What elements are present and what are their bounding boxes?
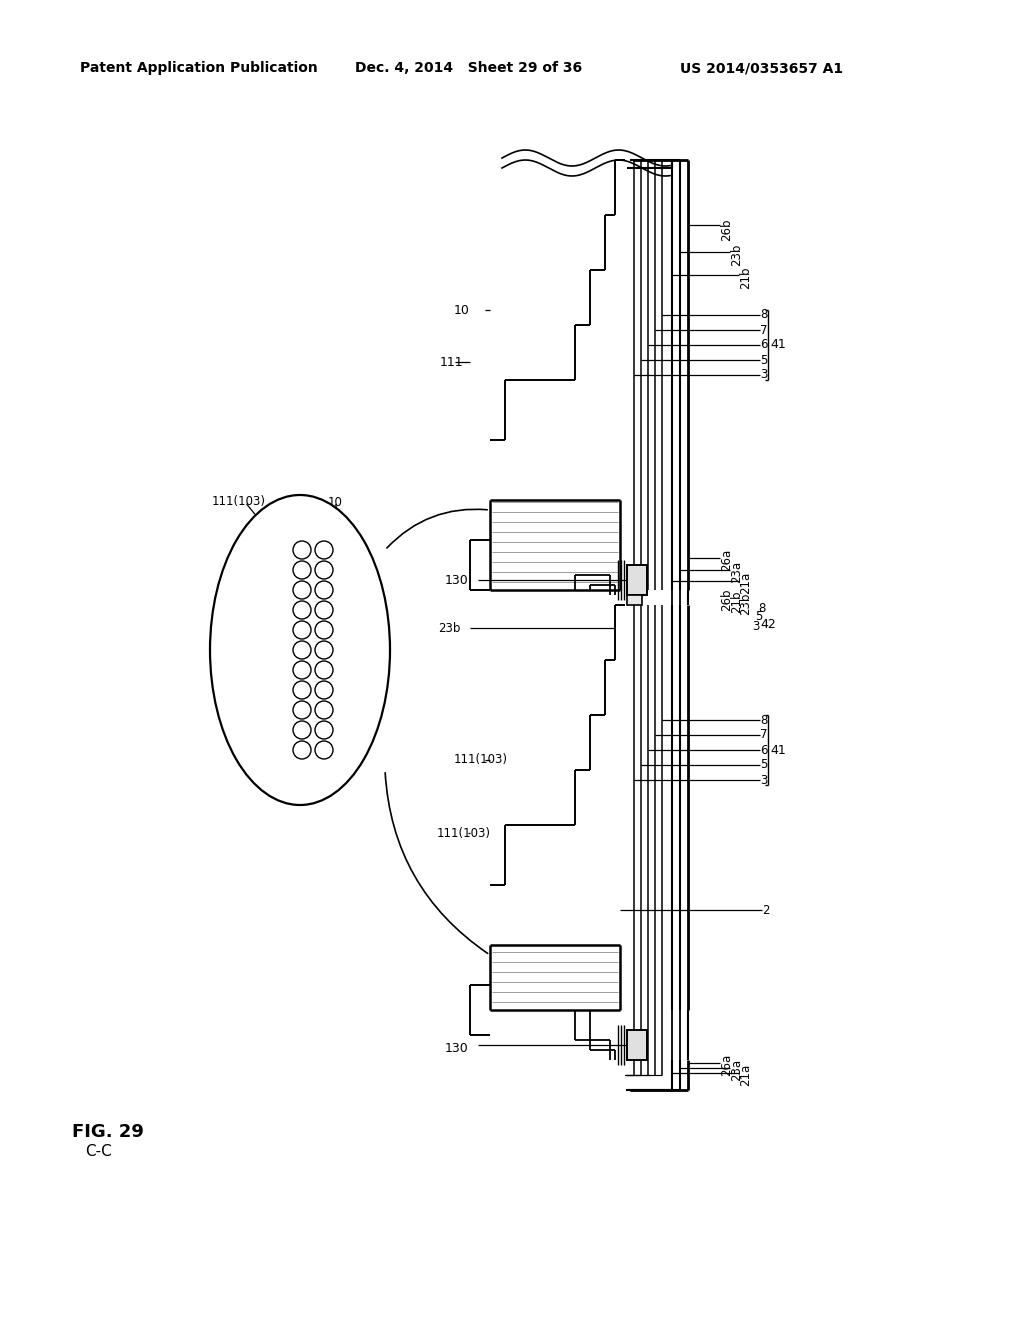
Circle shape [315, 701, 333, 719]
Text: 8: 8 [760, 309, 767, 322]
Text: 130: 130 [445, 1041, 469, 1055]
Circle shape [315, 541, 333, 558]
Circle shape [293, 620, 311, 639]
Text: 21b: 21b [739, 267, 752, 289]
Circle shape [315, 741, 333, 759]
Ellipse shape [210, 495, 390, 805]
Text: 10: 10 [328, 495, 343, 508]
Text: 41: 41 [770, 338, 785, 351]
Text: 23b: 23b [438, 622, 461, 635]
Bar [627, 565, 647, 595]
Text: 41: 41 [770, 743, 785, 756]
Text: 21a: 21a [739, 572, 752, 594]
Circle shape [293, 661, 311, 678]
Circle shape [315, 581, 333, 599]
Text: 111(103): 111(103) [212, 495, 266, 508]
Text: 6: 6 [760, 743, 768, 756]
Text: Dec. 4, 2014   Sheet 29 of 36: Dec. 4, 2014 Sheet 29 of 36 [355, 61, 582, 75]
Text: 5: 5 [760, 759, 767, 771]
Text: US 2014/0353657 A1: US 2014/0353657 A1 [680, 61, 843, 75]
Text: 26a: 26a [720, 1053, 733, 1076]
Text: 7: 7 [760, 323, 768, 337]
Text: 26b: 26b [720, 589, 733, 611]
Text: 23b: 23b [739, 593, 752, 615]
Circle shape [293, 741, 311, 759]
Circle shape [315, 642, 333, 659]
Text: 23a: 23a [730, 1059, 743, 1081]
Text: 8: 8 [365, 603, 373, 616]
Text: 5: 5 [760, 354, 767, 367]
Text: 26a: 26a [720, 549, 733, 572]
Text: 8: 8 [760, 714, 767, 726]
Text: 6: 6 [760, 338, 768, 351]
Bar [627, 1030, 647, 1060]
Circle shape [293, 581, 311, 599]
Circle shape [315, 661, 333, 678]
Text: C-C: C-C [85, 1144, 112, 1159]
Text: 7: 7 [760, 729, 768, 742]
Circle shape [293, 681, 311, 700]
Text: 8: 8 [758, 602, 765, 615]
Text: 111(103): 111(103) [437, 826, 490, 840]
Circle shape [293, 561, 311, 579]
Text: 5: 5 [755, 610, 763, 623]
Circle shape [293, 721, 311, 739]
Text: 21b: 21b [730, 591, 743, 614]
Circle shape [293, 601, 311, 619]
Text: 2: 2 [762, 903, 769, 916]
Text: 111(103): 111(103) [454, 754, 508, 767]
Text: 21a: 21a [739, 1064, 752, 1086]
Circle shape [315, 681, 333, 700]
Text: 23b: 23b [730, 244, 743, 267]
Circle shape [293, 701, 311, 719]
Circle shape [315, 620, 333, 639]
Circle shape [315, 601, 333, 619]
Text: 42: 42 [760, 619, 776, 631]
Text: FIG. 29: FIG. 29 [72, 1123, 144, 1140]
Circle shape [315, 561, 333, 579]
Bar [627, 595, 642, 605]
Text: Patent Application Publication: Patent Application Publication [80, 61, 317, 75]
Text: 26b: 26b [720, 219, 733, 242]
Text: 3: 3 [760, 368, 767, 381]
Text: 3: 3 [752, 619, 760, 632]
Circle shape [293, 541, 311, 558]
Text: 111: 111 [440, 355, 464, 368]
Text: 3: 3 [760, 774, 767, 787]
Circle shape [315, 721, 333, 739]
Text: 23a: 23a [730, 561, 743, 583]
Text: 10: 10 [454, 304, 470, 317]
Text: 130: 130 [445, 573, 469, 586]
Circle shape [293, 642, 311, 659]
